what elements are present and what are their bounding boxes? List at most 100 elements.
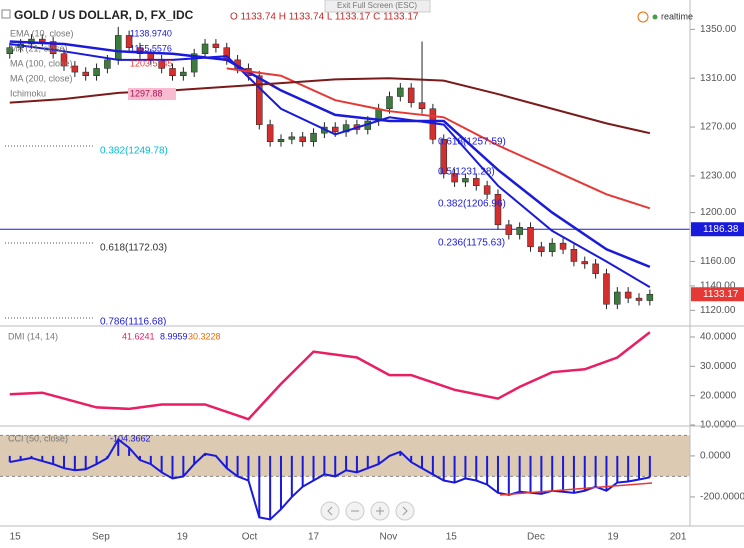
cci-bar: [507, 455, 510, 495]
cci-bar: [334, 455, 337, 477]
x-tick-label: Sep: [92, 532, 110, 543]
candle-body: [190, 53, 198, 73]
legend-value: 8.9959: [160, 331, 188, 341]
candle-body: [125, 35, 133, 48]
cci-bar: [594, 455, 597, 487]
candle-body: [277, 139, 285, 142]
cci-bar: [529, 455, 532, 493]
y-tick-label: 1350.00: [700, 24, 737, 35]
candle-body: [71, 65, 79, 73]
x-tick-label: 17: [308, 532, 320, 543]
legend-value: 1297.88: [130, 88, 163, 98]
live-dot: [652, 14, 658, 20]
cci-bar: [377, 455, 380, 465]
exit-label: Exit Full Screen (ESC): [337, 1, 417, 10]
cci-bar: [572, 455, 575, 493]
candle-body: [592, 263, 599, 274]
cci-bar: [258, 455, 261, 518]
fib-label: 0.618(1257.59): [438, 137, 506, 148]
y-tick-label: 1120.00: [700, 305, 736, 316]
candle-body: [646, 293, 654, 301]
y-tick-label: 1200.00: [700, 207, 737, 218]
candle-body: [418, 102, 426, 109]
candle-body: [288, 136, 296, 140]
candle-body: [266, 124, 274, 142]
legend-name: MA (21, close): [10, 43, 68, 53]
exit-button[interactable]: [324, 0, 431, 13]
ma-line: [9, 77, 651, 135]
candle-body: [451, 173, 458, 183]
candle-body: [614, 291, 621, 305]
y-tick-label: -200.0000: [700, 492, 744, 503]
legend-name: Ichimoku: [10, 88, 46, 98]
cci-bar: [236, 455, 239, 477]
cci-bar: [149, 455, 152, 465]
cci-bar: [399, 451, 402, 456]
cci-bar: [605, 455, 608, 491]
cci-bar: [171, 455, 174, 479]
cci-bar: [464, 455, 467, 479]
candle-body: [331, 126, 339, 133]
candle-body: [299, 136, 306, 142]
cci-bar: [496, 455, 499, 493]
legend-value: 1138.9740: [130, 28, 172, 38]
candle-body: [180, 71, 187, 77]
menu-icon[interactable]: [1, 9, 11, 19]
price-label-box: [691, 222, 744, 237]
legend-name: DMI (14, 14): [8, 331, 58, 341]
ohlc: O 1133.74 H 1133.74 L 1133.17 C 1133.17: [230, 12, 419, 23]
legend-name: EMA (10, close): [10, 28, 74, 38]
candle-body: [212, 43, 220, 48]
candle-body: [136, 47, 144, 55]
nav-symbols: [327, 506, 408, 516]
y-tick-label: 1140.00: [700, 281, 736, 292]
x-tick-label: Nov: [379, 532, 397, 543]
legend-value-box: [128, 88, 176, 100]
fib-label: 0.618(1172.03): [100, 243, 167, 254]
candle-body: [603, 273, 610, 305]
fib-label: 0.236(1175.63): [438, 238, 505, 249]
x-tick-label: Oct: [242, 532, 258, 543]
candle-body: [169, 68, 176, 77]
ma-line: [9, 40, 651, 269]
candle-body: [483, 185, 491, 195]
cci-bar: [279, 455, 282, 510]
cci-bar: [8, 455, 11, 463]
cci-bar: [616, 455, 619, 483]
cci-bar: [128, 447, 131, 456]
dmi-line: [9, 331, 651, 421]
x-tick-label: 15: [10, 532, 22, 543]
y-tick-label: 40.0000: [700, 332, 737, 343]
cci-bar: [431, 455, 434, 475]
cci-bar: [323, 455, 326, 475]
cci-bar: [301, 455, 304, 487]
cci-bar: [52, 455, 55, 465]
nav-left[interactable]: [320, 501, 340, 521]
cci-bar: [95, 455, 98, 465]
candle-body: [310, 132, 317, 142]
candle-body: [201, 43, 209, 55]
cci-bar: [638, 455, 641, 480]
legend-value: 30.3228: [188, 331, 221, 341]
price-label: 1186.38: [703, 224, 739, 235]
cci-bar: [117, 439, 120, 456]
cci-bar: [312, 455, 315, 481]
candle-body: [256, 75, 263, 125]
candle-body: [386, 96, 393, 109]
cci-bar: [475, 455, 478, 481]
x-tick-label: 19: [177, 532, 189, 543]
x-tick-label: Dec: [527, 532, 545, 543]
cci-bar: [453, 455, 456, 483]
cci-bar: [421, 455, 424, 469]
nav-right[interactable]: [395, 501, 415, 521]
ma-line: [9, 42, 651, 289]
legend-value: 41.6241: [122, 331, 155, 341]
cci-bar: [648, 455, 651, 478]
cci-line: [9, 438, 651, 521]
cci-bar: [583, 455, 586, 491]
candle-body: [462, 178, 469, 183]
candle-body: [93, 68, 100, 77]
cci-bar: [551, 455, 554, 491]
legend-value: 1203.5145: [130, 58, 173, 68]
cci-bar: [73, 455, 76, 471]
